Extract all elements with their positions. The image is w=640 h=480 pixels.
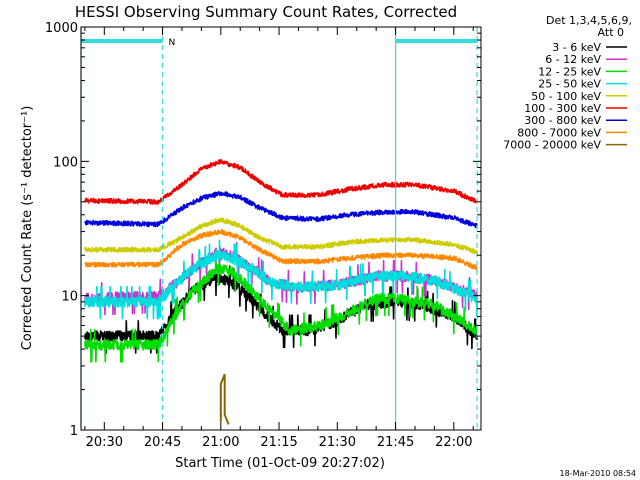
series-12-25-kev <box>84 253 478 363</box>
y-tick-label-100: 100 <box>53 155 78 170</box>
legend-label-3-6-kev: 3 - 6 keV <box>552 41 601 54</box>
annotations: N <box>80 27 478 430</box>
y-tick-label-1: 1 <box>70 424 78 439</box>
series-50-100-kev <box>84 217 478 255</box>
x-tick-label-2130: 21:30 <box>319 435 356 450</box>
plot-data <box>84 158 478 425</box>
y-axis: 1 10 100 1000 <box>45 21 481 439</box>
series-100-300-kev <box>84 158 478 205</box>
legend-label-12-25-kev: 12 - 25 keV <box>538 65 601 78</box>
x-tick-label-2100: 21:00 <box>202 435 239 450</box>
legend-label-100-300-kev: 100 - 300 keV <box>524 102 601 115</box>
series-800-7000-kev <box>84 228 478 271</box>
y-tick-label-1000: 1000 <box>45 21 78 36</box>
series-25-50-kev <box>84 239 478 320</box>
y-tick-label-10: 10 <box>61 290 78 305</box>
x-axis-label: Start Time (01-Oct-09 20:27:02) <box>175 456 385 471</box>
plot-frame <box>80 26 482 431</box>
flag-label: N <box>169 38 176 48</box>
series-300-800-kev <box>84 191 478 229</box>
legend-label-7000-20000-kev: 7000 - 20000 keV <box>503 139 601 152</box>
legend-label-50-100-kev: 50 - 100 keV <box>531 90 601 103</box>
x-tick-label-2030: 20:30 <box>86 435 123 450</box>
timestamp: 18-Mar-2010 08:54 <box>560 469 637 478</box>
legend-header-line-2: Att 0 <box>598 26 624 39</box>
series-7000-20000-kev <box>219 373 230 425</box>
legend-header-line-1: Det 1,3,4,5,6,9, <box>546 14 632 27</box>
x-tick-label-2145: 21:45 <box>377 435 414 450</box>
legend-label-6-12-kev: 6 - 12 keV <box>545 53 601 66</box>
legend-label-800-7000-kev: 800 - 7000 keV <box>517 126 601 139</box>
x-tick-label-2115: 21:15 <box>260 435 297 450</box>
y-axis-label: Corrected Count Rate (s⁻¹ detector⁻¹) <box>20 106 35 351</box>
x-tick-label-2045: 20:45 <box>144 435 181 450</box>
x-axis: 20:30 20:45 21:00 21:15 21:30 21:45 22:00 <box>84 27 474 450</box>
legend-label-300-800-kev: 300 - 800 keV <box>524 114 601 127</box>
chart-title: HESSI Observing Summary Count Rates, Cor… <box>75 3 457 21</box>
x-tick-label-2200: 22:00 <box>435 435 472 450</box>
legend-label-25-50-kev: 25 - 50 keV <box>538 78 601 91</box>
